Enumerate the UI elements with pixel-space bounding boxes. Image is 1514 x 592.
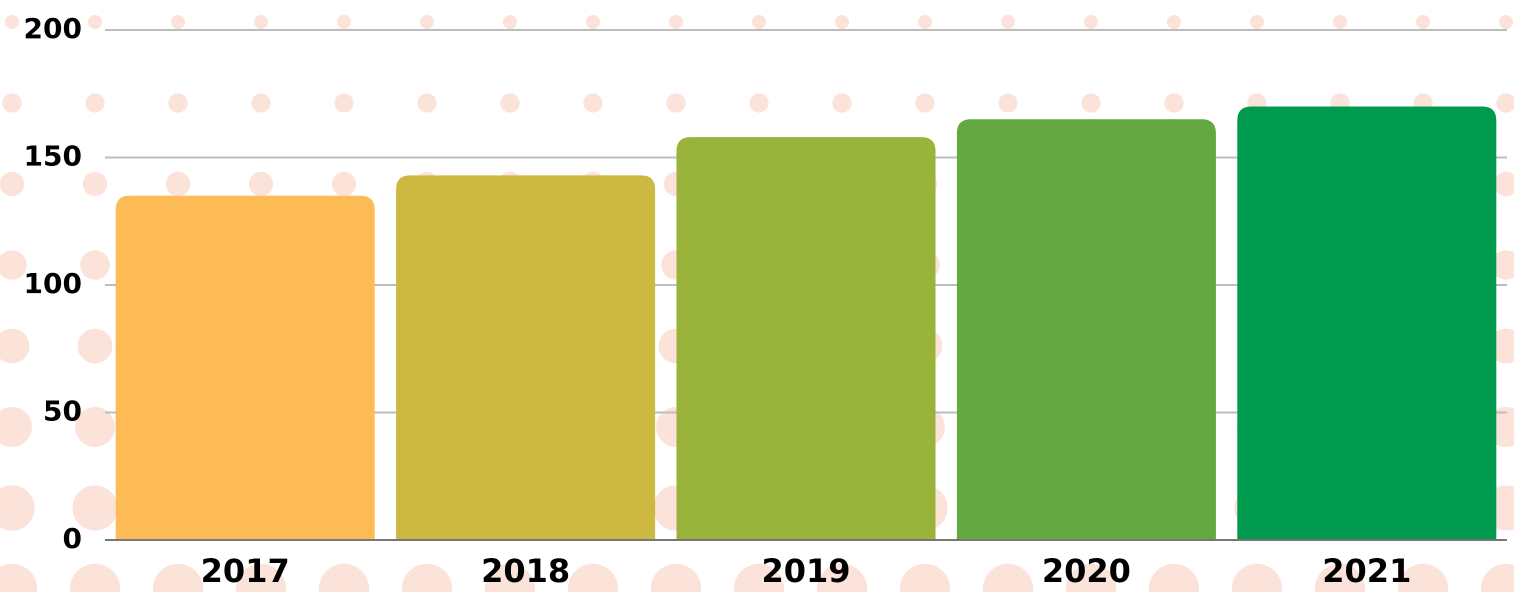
x-tick-label: 2018 bbox=[481, 552, 570, 590]
y-tick-label: 100 bbox=[24, 267, 82, 300]
dot bbox=[1250, 15, 1264, 29]
dot bbox=[650, 563, 702, 592]
dot bbox=[1148, 563, 1200, 592]
dot bbox=[1493, 171, 1514, 197]
dot bbox=[669, 15, 683, 29]
dot bbox=[254, 15, 268, 29]
dot bbox=[0, 407, 32, 447]
dot bbox=[420, 15, 434, 29]
dot bbox=[1081, 93, 1101, 113]
dot bbox=[816, 563, 868, 592]
dot bbox=[666, 93, 686, 113]
dot bbox=[334, 93, 354, 113]
dot bbox=[583, 93, 603, 113]
dot bbox=[165, 171, 191, 197]
bar bbox=[396, 175, 656, 540]
dot bbox=[171, 15, 185, 29]
dot bbox=[80, 250, 110, 280]
dot bbox=[82, 171, 108, 197]
dot bbox=[168, 93, 188, 113]
x-tick-label: 2019 bbox=[761, 552, 850, 590]
y-tick-label: 150 bbox=[24, 140, 82, 173]
dot bbox=[88, 15, 102, 29]
dot bbox=[401, 563, 453, 592]
dot bbox=[1084, 15, 1098, 29]
dot bbox=[1314, 563, 1366, 592]
bar bbox=[956, 119, 1216, 540]
dot bbox=[1416, 15, 1430, 29]
dot bbox=[918, 15, 932, 29]
y-tick-label: 200 bbox=[24, 12, 82, 45]
y-tick-label: 50 bbox=[43, 395, 82, 428]
dot bbox=[0, 328, 30, 364]
x-tick-label: 2020 bbox=[1042, 552, 1131, 590]
dot bbox=[318, 563, 370, 592]
dot bbox=[1001, 15, 1015, 29]
x-tick-label: 2017 bbox=[201, 552, 290, 590]
x-tick-label: 2021 bbox=[1322, 552, 1411, 590]
dot bbox=[417, 93, 437, 113]
dot bbox=[85, 93, 105, 113]
dot bbox=[982, 563, 1034, 592]
dot bbox=[998, 93, 1018, 113]
dot bbox=[0, 485, 35, 531]
dot bbox=[331, 171, 357, 197]
dot bbox=[915, 93, 935, 113]
dot bbox=[235, 563, 287, 592]
dot bbox=[69, 563, 121, 592]
dot bbox=[1167, 15, 1181, 29]
dot bbox=[72, 485, 118, 531]
dot bbox=[152, 563, 204, 592]
dot bbox=[1499, 15, 1513, 29]
dot bbox=[567, 563, 619, 592]
dot bbox=[0, 563, 38, 592]
dot bbox=[484, 563, 536, 592]
dot bbox=[1065, 563, 1117, 592]
dot bbox=[835, 15, 849, 29]
dot bbox=[251, 93, 271, 113]
dot bbox=[1231, 563, 1283, 592]
dot bbox=[77, 328, 113, 364]
dot bbox=[500, 93, 520, 113]
dot bbox=[752, 15, 766, 29]
dot bbox=[0, 171, 25, 197]
dot bbox=[749, 93, 769, 113]
bar bbox=[676, 137, 936, 540]
dot bbox=[1491, 250, 1514, 280]
dot bbox=[0, 250, 27, 280]
dot bbox=[899, 563, 951, 592]
dot bbox=[1397, 563, 1449, 592]
dot bbox=[248, 171, 274, 197]
bar bbox=[115, 195, 375, 540]
dot bbox=[5, 15, 19, 29]
dot bbox=[337, 15, 351, 29]
dot bbox=[1496, 93, 1514, 113]
dot bbox=[2, 93, 22, 113]
dot bbox=[1164, 93, 1184, 113]
bar bbox=[1237, 106, 1497, 540]
dot bbox=[586, 15, 600, 29]
dot bbox=[832, 93, 852, 113]
y-tick-label: 0 bbox=[63, 522, 82, 555]
dot bbox=[733, 563, 785, 592]
dot bbox=[1333, 15, 1347, 29]
dot bbox=[503, 15, 517, 29]
dot bbox=[1480, 563, 1514, 592]
dot bbox=[75, 407, 115, 447]
